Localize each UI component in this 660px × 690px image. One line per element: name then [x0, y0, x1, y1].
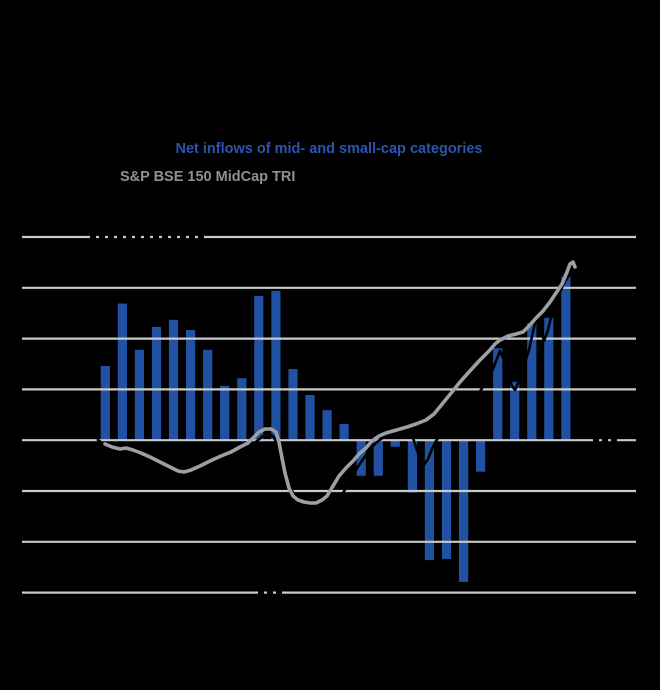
bar [527, 322, 537, 441]
obscured-text-dash [258, 589, 264, 595]
bar [424, 440, 434, 561]
obscured-text-dash [171, 230, 177, 240]
obscured-text-dash [135, 230, 141, 240]
bar [254, 295, 264, 441]
bar [356, 440, 366, 476]
obscured-text-dash [602, 436, 608, 442]
bar [271, 290, 281, 441]
bar [459, 440, 469, 582]
bar [203, 349, 213, 441]
obscured-text-dash [267, 589, 273, 595]
bar [168, 319, 179, 441]
obscured-text-dash [117, 230, 123, 240]
bar [100, 366, 110, 441]
obscured-text-dash [144, 230, 150, 240]
midcap-tri-line [103, 260, 577, 505]
bar [237, 378, 247, 441]
bar [322, 410, 332, 441]
obscured-text-dash [153, 230, 159, 240]
bar [288, 369, 298, 441]
bar [544, 317, 554, 441]
bar [339, 423, 349, 441]
obscured-text-dash [276, 589, 282, 595]
bar [476, 440, 486, 472]
obscured-text-dash [593, 436, 599, 442]
obscured-text-dash [90, 230, 96, 240]
chart-subtitle: S&P BSE 150 MidCap TRI [120, 169, 296, 185]
bar [493, 348, 503, 441]
midcap-tri-path [103, 260, 577, 505]
net-inflows-bar-series [100, 276, 571, 582]
obscured-text-dash [198, 230, 204, 240]
bar [561, 276, 571, 441]
bar [373, 440, 383, 476]
bar [134, 349, 144, 441]
obscured-label-marks [90, 230, 617, 595]
obscured-text-dash [108, 230, 114, 240]
bar [220, 385, 230, 441]
obscured-text-dash [180, 230, 186, 240]
bar [151, 326, 162, 441]
obscured-text-dash [189, 230, 195, 240]
bar [305, 395, 315, 441]
obscured-text-dash [126, 230, 132, 240]
obscured-text-dash [99, 230, 105, 240]
bar [407, 440, 417, 493]
bar [510, 381, 520, 441]
bar [186, 330, 196, 441]
obscured-text-dash [162, 230, 168, 240]
bar [390, 440, 400, 447]
bar [117, 303, 127, 441]
obscured-text-dash [611, 436, 617, 442]
bar [441, 440, 452, 560]
chart-title: Net inflows of mid- and small-cap catego… [175, 141, 483, 157]
